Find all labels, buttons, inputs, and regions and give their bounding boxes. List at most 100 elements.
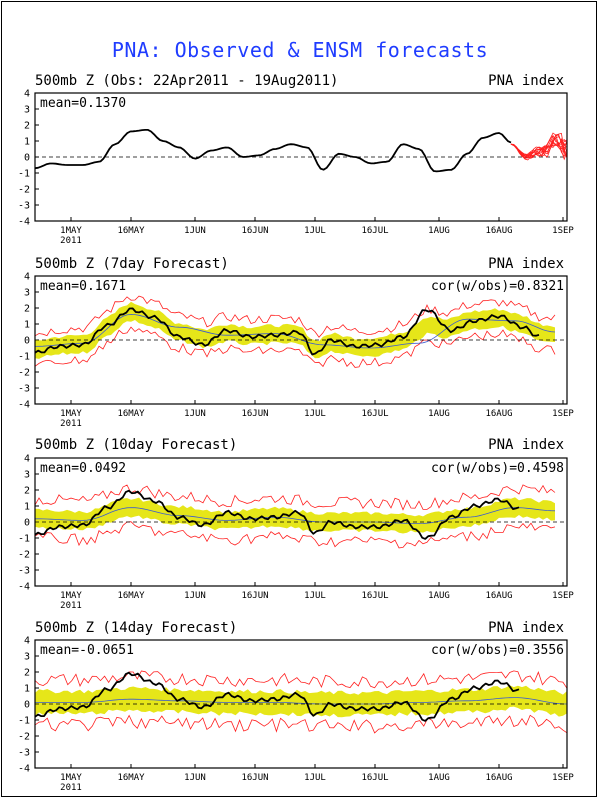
ensemble-max-line: [34, 295, 556, 338]
y-tick-label: -2: [18, 185, 30, 196]
x-tick-label: 16MAY: [117, 773, 145, 783]
y-tick-label: 4: [24, 636, 30, 647]
x-tick-label: 1MAY: [60, 591, 82, 601]
panel-3-title: 500mb Z (10day Forecast): [35, 437, 238, 453]
x-tick-label: 16MAY: [117, 409, 145, 419]
y-tick-label: 3: [24, 470, 30, 481]
x-tick-label: 1JUN: [184, 226, 206, 236]
panel-2-index-label: PNA index: [488, 256, 564, 272]
mean-text: mean=0.0492: [40, 461, 126, 476]
panel-1-title: 500mb Z (Obs: 22Apr2011 - 19Aug2011): [35, 73, 339, 89]
x-tick-label: 1JUN: [184, 773, 206, 783]
plot-frame: [34, 275, 568, 405]
mean-text: mean=-0.0651: [40, 643, 134, 658]
y-tick-label: -4: [18, 764, 30, 775]
y-tick-label: 1: [24, 137, 30, 148]
x-tick-label: 16AUG: [485, 409, 512, 419]
y-tick-label: -3: [18, 748, 30, 759]
correlation-text: cor(w/obs)=0.8321: [431, 279, 564, 294]
x-tick-label: 1MAY: [60, 409, 82, 419]
mean-text: mean=0.1370: [40, 96, 126, 111]
x-tick-label: 16AUG: [485, 226, 512, 236]
plot-frame: [34, 639, 568, 769]
x-tick-label: 1SEP: [552, 226, 574, 236]
y-tick-label: 4: [24, 89, 30, 100]
ensemble-mean-line: [35, 697, 568, 705]
ensemble-min-line: [34, 326, 556, 368]
forecast-member-line: [510, 139, 568, 159]
x-tick-label: 1AUG: [428, 409, 450, 419]
y-tick-label: 2: [24, 304, 30, 315]
x-tick-label: 1JUL: [304, 226, 326, 236]
panel-3-index-label: PNA index: [488, 437, 564, 453]
y-tick-label: -3: [18, 566, 30, 577]
y-tick-label: -1: [18, 534, 30, 545]
page-title: PNA: Observed & ENSM forecasts: [111, 38, 489, 62]
ensemble-min-line: [34, 714, 568, 734]
year-label: 2011: [60, 601, 82, 611]
ensemble-spread-band: [35, 497, 555, 534]
ensemble-mean-line: [34, 313, 556, 349]
y-tick-label: 4: [24, 454, 30, 465]
x-tick-label: 16MAY: [117, 226, 145, 236]
y-tick-label: 0: [24, 336, 30, 347]
year-label: 2011: [60, 419, 82, 429]
y-tick-label: -4: [18, 582, 30, 593]
ensemble-mean-line: [35, 507, 556, 524]
plot-frame: [34, 92, 568, 222]
y-tick-label: -1: [18, 352, 30, 363]
x-tick-label: 16JUN: [241, 773, 268, 783]
x-tick-label: 16AUG: [485, 773, 512, 783]
y-tick-label: 1: [24, 684, 30, 695]
correlation-text: cor(w/obs)=0.4598: [431, 461, 564, 476]
panel-1-index-label: PNA index: [488, 73, 564, 89]
y-tick-label: 2: [24, 486, 30, 497]
x-tick-label: 16JUN: [241, 226, 268, 236]
x-tick-label: 1MAY: [60, 226, 82, 236]
x-tick-label: 16AUG: [485, 591, 512, 601]
x-tick-label: 1JUL: [304, 773, 326, 783]
mean-text: mean=0.1671: [40, 279, 126, 294]
x-tick-label: 1JUL: [304, 591, 326, 601]
panel-4-index-label: PNA index: [488, 620, 564, 636]
year-label: 2011: [60, 783, 82, 793]
x-tick-label: 1SEP: [552, 773, 574, 783]
y-tick-label: 0: [24, 700, 30, 711]
year-label: 2011: [60, 236, 82, 246]
y-tick-label: -2: [18, 550, 30, 561]
panel-2-title: 500mb Z (7day Forecast): [35, 256, 229, 272]
y-tick-label: 4: [24, 272, 30, 283]
ensemble-max-line: [34, 484, 556, 511]
x-tick-label: 1AUG: [428, 773, 450, 783]
y-tick-label: -3: [18, 384, 30, 395]
x-tick-label: 1SEP: [552, 591, 574, 601]
x-tick-label: 1JUL: [304, 409, 326, 419]
y-tick-label: -2: [18, 368, 30, 379]
x-tick-label: 1MAY: [60, 773, 82, 783]
x-tick-label: 16JUL: [361, 226, 388, 236]
observed-line: [34, 671, 520, 722]
x-tick-label: 16JUN: [241, 591, 268, 601]
x-tick-label: 1AUG: [428, 226, 450, 236]
observed-line: [34, 128, 512, 173]
y-tick-label: 0: [24, 153, 30, 164]
y-tick-label: 1: [24, 502, 30, 513]
plot-frame: [34, 457, 568, 587]
y-tick-label: 3: [24, 288, 30, 299]
y-tick-label: 0: [24, 518, 30, 529]
ensemble-min-line: [34, 521, 556, 549]
observed-line: [34, 307, 540, 356]
y-tick-label: 1: [24, 320, 30, 331]
y-tick-label: -1: [18, 169, 30, 180]
y-tick-label: 2: [24, 121, 30, 132]
x-tick-label: 1AUG: [428, 591, 450, 601]
correlation-text: cor(w/obs)=0.3556: [431, 643, 564, 658]
y-tick-label: -4: [18, 217, 30, 228]
x-tick-label: 16MAY: [117, 591, 145, 601]
observed-line: [34, 489, 520, 540]
y-tick-label: -1: [18, 716, 30, 727]
y-tick-label: -2: [18, 732, 30, 743]
y-tick-label: 3: [24, 652, 30, 663]
